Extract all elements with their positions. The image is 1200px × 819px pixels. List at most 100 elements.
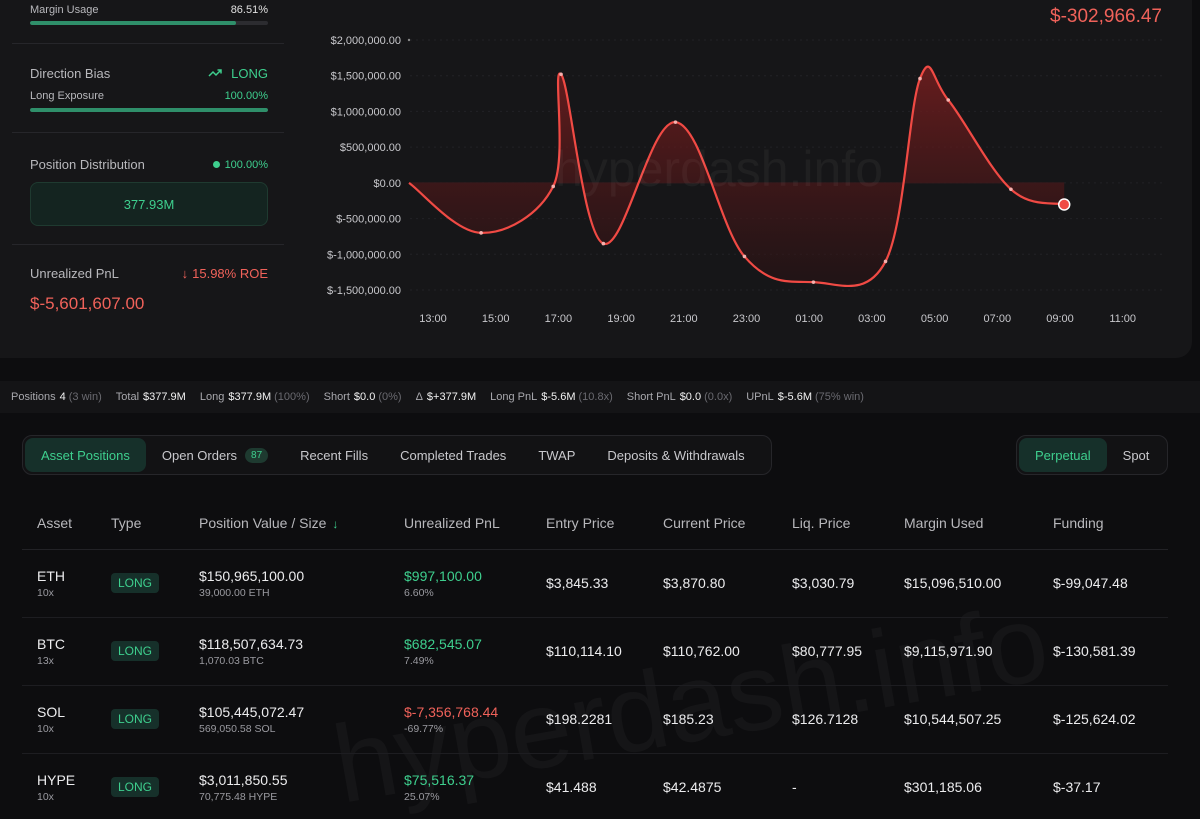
pnl-value: $682,545.07 <box>404 635 482 652</box>
summary-short-pnl-label: Short PnL <box>626 391 676 403</box>
x-tick-label: 01:00 <box>795 313 823 325</box>
type-badge: LONG <box>111 709 160 729</box>
data-point <box>551 184 556 189</box>
y-tick-label: $-500,000.00 <box>336 214 401 226</box>
cell-margin-used: $9,115,971.90 <box>889 617 1038 686</box>
data-point <box>883 259 888 264</box>
tab-open-orders-label: Open Orders <box>161 447 238 463</box>
summary-short-pnl-x: (0.0x) <box>704 391 733 403</box>
summary-positions-label: Positions <box>11 391 56 403</box>
position-size: 39,000.00 ETH <box>199 586 270 599</box>
header-margin-used[interactable]: Margin Used <box>889 497 1038 550</box>
x-tick-label: 05:00 <box>921 313 949 325</box>
pnl-percent: 25.07% <box>404 790 440 803</box>
cell-type: LONG <box>96 685 184 754</box>
tab-twap[interactable]: TWAP <box>538 447 576 463</box>
header-asset[interactable]: Asset <box>22 497 96 550</box>
position-distribution-value: 100.00% <box>212 158 268 171</box>
header-entry-price[interactable]: Entry Price <box>531 497 648 550</box>
data-point <box>559 72 563 77</box>
current-point-marker <box>1057 198 1071 211</box>
y-tick-label: $-1,000,000.00 <box>327 249 401 261</box>
header-position-value[interactable]: Position Value / Size ↓ <box>184 497 389 550</box>
margin-usage-value: 86.51% <box>230 4 268 16</box>
asset-leverage: 10x <box>37 790 54 803</box>
asset-name: ETH <box>37 567 65 584</box>
cell-unrealized-pnl: $997,100.00 6.60% <box>389 549 531 618</box>
cell-current-price: $110,762.00 <box>648 617 777 686</box>
summary-short-label: Short <box>323 391 350 403</box>
roe-value: ↓ 15.98% ROE <box>182 266 268 281</box>
toggle-spot[interactable]: Spot <box>1122 447 1150 463</box>
summary-long-pnl: Long PnL $-5.6M (10.8x) <box>490 391 613 403</box>
asset-name: BTC <box>37 635 65 652</box>
sort-down-icon[interactable]: ↓ <box>332 516 339 531</box>
table-row[interactable]: ETH 10x LONG $150,965,100.00 39,000.00 ETH $9… <box>22 549 1168 618</box>
data-point <box>918 76 922 81</box>
position-distribution-pct: 100.00% <box>224 158 268 171</box>
cell-entry-price: $41.488 <box>531 753 648 819</box>
position-distribution-box[interactable]: 377.93M <box>30 182 268 226</box>
direction-bias-label: Direction Bias <box>30 66 111 81</box>
summary-positions-count: 4 <box>59 391 66 403</box>
header-current-price[interactable]: Current Price <box>648 497 777 550</box>
cell-position-value: $150,965,100.00 39,000.00 ETH <box>184 549 389 618</box>
summary-short-value: $0.0 <box>353 391 376 403</box>
asset-name: HYPE <box>37 771 76 788</box>
summary-long-pnl-x: (10.8x) <box>578 391 613 403</box>
tab-recent-fills[interactable]: Recent Fills <box>300 447 369 463</box>
cell-margin-used: $301,185.06 <box>889 753 1038 819</box>
tab-open-orders[interactable]: Open Orders 87 <box>146 438 284 472</box>
divider <box>12 43 284 44</box>
summary-upnl-label: UPnL <box>746 391 774 403</box>
cell-liq-price: $3,030.79 <box>777 549 889 618</box>
unrealized-pnl-label: Unrealized PnL <box>30 266 119 281</box>
cell-current-price: $3,870.80 <box>648 549 777 618</box>
positions-tabs: Asset Positions Open Orders 87 Recent Fil… <box>22 435 772 475</box>
tab-asset-positions[interactable]: Asset Positions <box>25 438 146 472</box>
summary-positions: Positions 4 (3 win) <box>11 391 102 403</box>
pnl-percent: 6.60% <box>404 586 434 599</box>
x-tick-label: 17:00 <box>545 313 573 325</box>
summary-long-pnl-value: $-5.6M <box>541 391 576 403</box>
table-header-row: Asset Type Position Value / Size ↓ Unreal… <box>22 497 1168 550</box>
header-funding[interactable]: Funding <box>1038 497 1168 550</box>
header-liq-price[interactable]: Liq. Price <box>777 497 889 550</box>
cell-unrealized-pnl: $682,545.07 7.49% <box>389 617 531 686</box>
position-value: $105,445,072.47 <box>199 703 305 720</box>
table-row[interactable]: SOL 10x LONG $105,445,072.47 569,050.58 SOL $… <box>22 685 1168 754</box>
cell-unrealized-pnl: $75,516.37 25.07% <box>389 753 531 819</box>
summary-delta: Δ $+377.9M <box>416 391 477 403</box>
position-distribution-label: Position Distribution <box>30 157 145 172</box>
direction-bias: Direction Bias LONG Long Exposure 100.00… <box>30 66 268 112</box>
tab-completed-trades[interactable]: Completed Trades <box>400 447 507 463</box>
header-unrealized-pnl[interactable]: Unrealized PnL <box>389 497 531 550</box>
data-point <box>601 241 606 246</box>
toggle-perpetual[interactable]: Perpetual <box>1019 438 1107 472</box>
table-row[interactable]: BTC 13x LONG $118,507,634.73 1,070.03 BTC $68… <box>22 617 1168 686</box>
table-row[interactable]: HYPE 10x LONG $3,011,850.55 70,775.48 HYPE $7… <box>22 753 1168 819</box>
pnl-value: $75,516.37 <box>404 771 475 788</box>
cell-margin-used: $10,544,507.25 <box>889 685 1038 754</box>
cell-current-price: $42.4875 <box>648 753 777 819</box>
position-size: 1,070.03 BTC <box>199 654 264 667</box>
x-tick-label: 15:00 <box>482 313 510 325</box>
position-value: $3,011,850.55 <box>199 771 288 788</box>
position-size: 569,050.58 SOL <box>199 722 276 735</box>
cell-type: LONG <box>96 617 184 686</box>
long-exposure-value: 100.00% <box>224 90 268 102</box>
cell-funding: $-125,624.02 <box>1038 685 1168 754</box>
cell-asset: ETH 10x <box>22 549 96 618</box>
summary-long: Long $377.9M (100%) <box>200 391 310 403</box>
margin-usage-label: Margin Usage <box>30 4 99 16</box>
x-tick-label: 13:00 <box>419 313 447 325</box>
cell-type: LONG <box>96 753 184 819</box>
y-tick-label: $1,000,000.00 <box>331 106 401 118</box>
cell-liq-price: $80,777.95 <box>777 617 889 686</box>
cell-liq-price: - <box>777 753 889 819</box>
x-tick-label: 23:00 <box>733 313 761 325</box>
header-type[interactable]: Type <box>96 497 184 550</box>
y-tick-label: $500,000.00 <box>340 142 401 154</box>
summary-short-pnl-value: $0.0 <box>679 391 702 403</box>
tab-deposits-withdrawals[interactable]: Deposits & Withdrawals <box>607 447 745 463</box>
